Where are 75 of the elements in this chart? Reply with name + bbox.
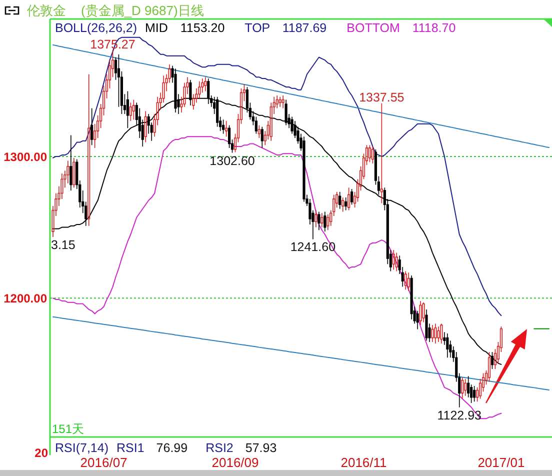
- candlestick: [204, 76, 207, 92]
- candlestick: [368, 144, 372, 163]
- candlestick: [348, 187, 350, 211]
- candlestick: [260, 126, 264, 148]
- candlestick: [258, 124, 260, 138]
- candlestick: [70, 134, 72, 191]
- candlestick: [473, 386, 476, 402]
- y-tick-label: 1300.00: [4, 150, 48, 164]
- candlestick: [129, 102, 132, 122]
- candlestick: [464, 378, 467, 396]
- candlestick: [324, 211, 326, 232]
- candlestick: [371, 146, 374, 164]
- x-tick-label: 2016/07: [80, 455, 128, 470]
- candlestick: [416, 310, 419, 330]
- line-series: [52, 136, 502, 420]
- text: 20: [34, 446, 48, 460]
- x-tick-label: 2017/01: [478, 455, 525, 470]
- text: BOTTOM 1118.70: [346, 21, 456, 35]
- candlestick: [431, 324, 434, 342]
- series-label: TOP 1187.69: [244, 21, 327, 35]
- candlestick: [425, 309, 428, 342]
- candlestick: [225, 120, 228, 138]
- candlestick: [72, 157, 76, 188]
- candlestick: [198, 80, 201, 99]
- candlestick: [320, 212, 324, 228]
- candlestick: [326, 214, 330, 231]
- candlestick: [314, 210, 318, 228]
- text: RSI2: [206, 441, 234, 455]
- candlestick: [144, 110, 147, 143]
- candlestick: [392, 250, 395, 270]
- text: RSI(7,14): [55, 441, 108, 455]
- candlestick: [338, 191, 342, 210]
- candlestick: [419, 300, 422, 326]
- candlestick: [302, 136, 306, 202]
- candlestick: [278, 96, 282, 108]
- annotation: 151天: [52, 422, 84, 436]
- candlestick: [488, 352, 491, 382]
- candlestick: [318, 211, 320, 231]
- annotation: 1337.55: [359, 90, 404, 105]
- annotation: 1302.60: [210, 154, 255, 168]
- candlestick: [440, 323, 443, 344]
- candlestick: [66, 160, 70, 184]
- x-tick-label: 2016/09: [212, 455, 259, 470]
- chart-subtitle: (贵金属_D 9687)日线: [81, 3, 204, 18]
- text: RSI1: [116, 441, 144, 455]
- candlestick: [90, 108, 94, 146]
- candlestick: [342, 197, 344, 212]
- legend-title: BOLL(26,26,2): [55, 21, 137, 35]
- candlestick: [290, 116, 294, 134]
- candlestick: [437, 326, 440, 342]
- candlestick: [350, 188, 354, 206]
- annotation: 3.15: [51, 238, 76, 252]
- y-tick-label: 1200.00: [4, 292, 48, 306]
- candlestick: [132, 99, 135, 120]
- line-series: [52, 36, 502, 316]
- candlestick: [380, 102, 383, 204]
- candlestick: [434, 323, 437, 344]
- text: MID 1153.20: [145, 21, 225, 35]
- text: 57.93: [245, 441, 277, 455]
- x-tick-label: 2016/11: [340, 455, 387, 470]
- candlestick: [446, 333, 449, 358]
- line-series: [52, 316, 550, 390]
- text: 76.99: [156, 441, 188, 455]
- candlestick: [461, 377, 464, 400]
- candlestick: [282, 95, 284, 109]
- candlestick: [344, 197, 348, 211]
- candlestick: [222, 119, 225, 134]
- candlestick: [404, 270, 407, 290]
- candlestick: [395, 252, 398, 272]
- candlestick: [126, 90, 129, 129]
- candlestick: [422, 302, 425, 323]
- candlestick: [407, 272, 410, 292]
- candlestick: [410, 275, 413, 320]
- chart-title: 伦敦金: [27, 3, 66, 18]
- candlestick: [88, 74, 90, 226]
